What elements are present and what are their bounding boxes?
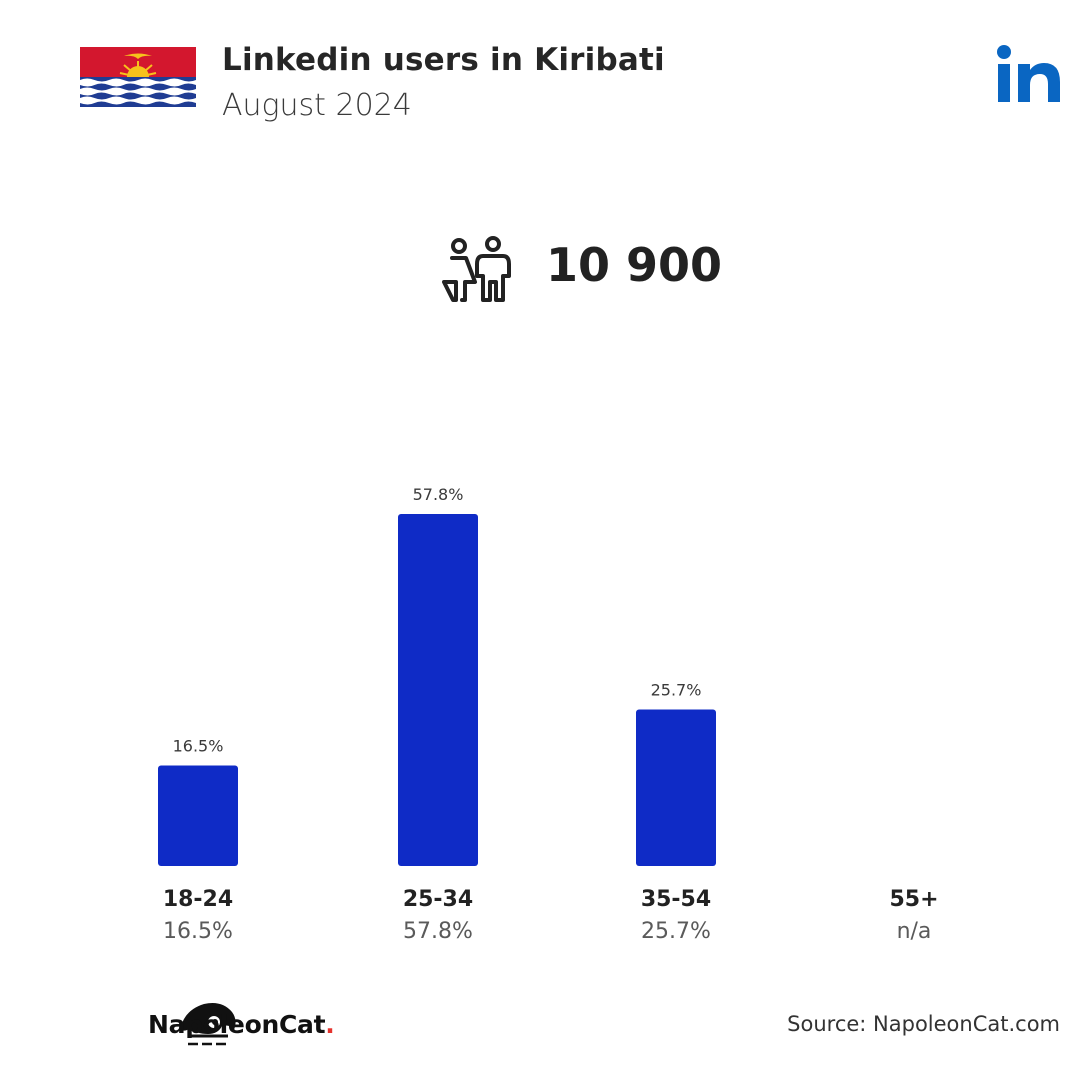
bar-18-24 (158, 765, 238, 866)
category-label: 55+ (889, 887, 938, 912)
category-value-label: 25.7% (641, 919, 711, 944)
bar-25-34 (398, 514, 478, 866)
page-title: Linkedin users in Kiribati (222, 42, 665, 78)
bar-value-label: 25.7% (651, 680, 702, 699)
source-label: Source: NapoleonCat.com (787, 1012, 1060, 1036)
bar-35-54 (636, 709, 716, 866)
page-subtitle: August 2024 (222, 88, 412, 123)
age-distribution-chart: 16.5% 18-24 16.5% 57.8% 25-34 57.8% 25.7% 35-54… (158, 485, 939, 944)
category-label: 35-54 (641, 887, 711, 912)
brand-name: NapoleonCat. (148, 1010, 335, 1039)
category-label: 25-34 (403, 887, 473, 912)
category-value-label: 57.8% (403, 919, 473, 944)
total-users-value: 10 900 (546, 238, 723, 292)
kiribati-flag-icon (80, 47, 196, 107)
category-value-label: 16.5% (163, 919, 233, 944)
people-icon (442, 236, 511, 302)
bar-value-label: 16.5% (173, 737, 224, 756)
bar-value-label: 57.8% (413, 485, 464, 504)
linkedin-icon (997, 45, 1060, 102)
category-value-label: n/a (897, 919, 932, 944)
category-label: 18-24 (163, 887, 233, 912)
napoleoncat-logo-icon (180, 1003, 236, 1046)
